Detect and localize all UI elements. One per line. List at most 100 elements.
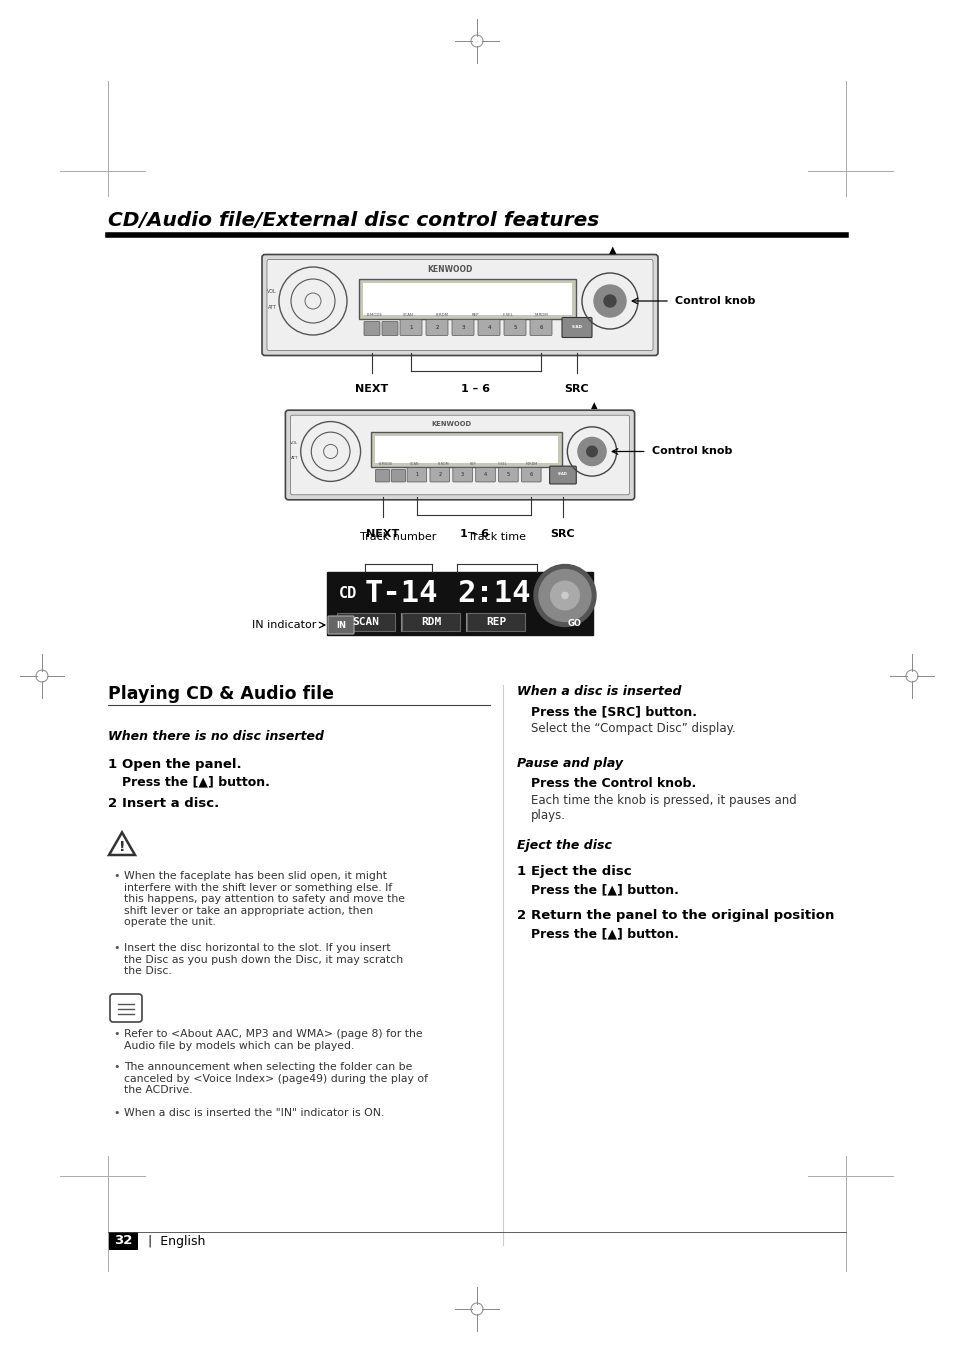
Text: SCAN: SCAN	[402, 313, 414, 317]
FancyBboxPatch shape	[358, 280, 576, 319]
Text: REP: REP	[485, 617, 506, 627]
Text: Playing CD & Audio file: Playing CD & Audio file	[108, 685, 334, 703]
Text: ▲: ▲	[609, 245, 616, 254]
Circle shape	[578, 438, 605, 466]
FancyBboxPatch shape	[453, 467, 472, 482]
FancyBboxPatch shape	[530, 319, 552, 335]
Text: VOL: VOL	[267, 289, 276, 295]
FancyBboxPatch shape	[375, 469, 390, 482]
FancyBboxPatch shape	[290, 415, 629, 494]
FancyBboxPatch shape	[267, 259, 652, 350]
Text: Pause and play: Pause and play	[517, 757, 622, 770]
Text: The announcement when selecting the folder can be
canceled by <Voice Index> (pag: The announcement when selecting the fold…	[124, 1062, 428, 1096]
Text: 6: 6	[529, 473, 533, 477]
Text: 3: 3	[460, 326, 464, 330]
Text: Eject the disc: Eject the disc	[517, 839, 611, 852]
Text: Control knob: Control knob	[675, 296, 755, 305]
FancyBboxPatch shape	[285, 411, 634, 500]
Text: 32: 32	[113, 1235, 132, 1247]
Text: Refer to <About AAC, MP3 and WMA> (page 8) for the
Audio file by models which ca: Refer to <About AAC, MP3 and WMA> (page …	[124, 1029, 422, 1051]
FancyBboxPatch shape	[375, 436, 558, 463]
Text: When a disc is inserted the "IN" indicator is ON.: When a disc is inserted the "IN" indicat…	[124, 1108, 384, 1119]
FancyBboxPatch shape	[108, 1232, 138, 1250]
Text: 5: 5	[506, 473, 510, 477]
Circle shape	[550, 581, 578, 609]
FancyBboxPatch shape	[371, 432, 561, 467]
Text: 2: 2	[437, 473, 441, 477]
Text: RDM: RDM	[420, 617, 440, 627]
Text: VOL: VOL	[290, 442, 298, 446]
Text: When the faceplate has been slid open, it might
interfere with the shift lever o: When the faceplate has been slid open, i…	[124, 871, 405, 927]
Text: CD/Audio file/External disc control features: CD/Audio file/External disc control feat…	[108, 211, 598, 230]
Text: Track number: Track number	[360, 532, 436, 542]
Text: 1 – 6: 1 – 6	[461, 385, 490, 394]
FancyBboxPatch shape	[336, 613, 395, 631]
Text: CD: CD	[338, 586, 356, 601]
Text: Track time: Track time	[468, 532, 525, 542]
Text: B-MODE: B-MODE	[367, 313, 382, 317]
Text: 1 – 6: 1 – 6	[459, 528, 488, 539]
Text: 3: 3	[460, 473, 464, 477]
Text: S/AD: S/AD	[558, 471, 567, 476]
Text: 1: 1	[517, 865, 525, 878]
Text: Press the [▲] button.: Press the [▲] button.	[122, 775, 270, 788]
Text: KENWOOD: KENWOOD	[427, 265, 472, 274]
Text: B-RDM: B-RDM	[435, 313, 448, 317]
Text: Return the panel to the original position: Return the panel to the original positio…	[531, 909, 834, 921]
Text: ▲: ▲	[591, 401, 598, 411]
Text: SRC: SRC	[564, 385, 589, 394]
Text: 1: 1	[415, 473, 418, 477]
Text: ATT: ATT	[291, 455, 298, 459]
Text: •: •	[112, 871, 119, 881]
Text: REP: REP	[470, 462, 476, 466]
Text: 5: 5	[513, 326, 517, 330]
Text: 4: 4	[487, 326, 490, 330]
FancyBboxPatch shape	[399, 319, 421, 335]
Text: Select the “Compact Disc” display.: Select the “Compact Disc” display.	[531, 721, 735, 735]
Text: 1: 1	[108, 758, 117, 771]
Text: 2: 2	[108, 797, 117, 811]
Text: Press the [▲] button.: Press the [▲] button.	[531, 927, 679, 940]
Text: KENWOOD: KENWOOD	[431, 420, 471, 427]
Text: When a disc is inserted: When a disc is inserted	[517, 685, 680, 698]
FancyBboxPatch shape	[467, 613, 524, 631]
Text: Press the [SRC] button.: Press the [SRC] button.	[531, 705, 697, 717]
Text: NEXT: NEXT	[366, 528, 398, 539]
Text: Open the panel.: Open the panel.	[122, 758, 241, 771]
Text: SCAN: SCAN	[352, 617, 379, 627]
Text: F-SEL: F-SEL	[502, 313, 513, 317]
FancyBboxPatch shape	[503, 319, 525, 335]
Text: ATT: ATT	[268, 305, 276, 309]
Text: 1: 1	[409, 326, 413, 330]
Text: 2:14: 2:14	[456, 580, 530, 608]
FancyBboxPatch shape	[521, 467, 540, 482]
FancyBboxPatch shape	[262, 254, 658, 355]
FancyBboxPatch shape	[476, 467, 495, 482]
Text: When there is no disc inserted: When there is no disc inserted	[108, 730, 324, 743]
FancyBboxPatch shape	[391, 469, 405, 482]
Circle shape	[594, 285, 625, 317]
FancyBboxPatch shape	[426, 319, 448, 335]
Text: •: •	[112, 1029, 119, 1039]
Circle shape	[538, 570, 590, 621]
Text: SRC: SRC	[550, 528, 575, 539]
FancyBboxPatch shape	[477, 319, 499, 335]
FancyBboxPatch shape	[381, 322, 397, 335]
Circle shape	[586, 446, 597, 457]
Text: Eject the disc: Eject the disc	[531, 865, 631, 878]
Text: SCAN: SCAN	[410, 462, 419, 466]
FancyBboxPatch shape	[452, 319, 474, 335]
Text: Insert a disc.: Insert a disc.	[122, 797, 219, 811]
FancyBboxPatch shape	[549, 466, 576, 484]
Text: S/AD: S/AD	[571, 326, 582, 330]
FancyBboxPatch shape	[430, 467, 449, 482]
Text: 2: 2	[435, 326, 438, 330]
Circle shape	[603, 295, 616, 307]
Text: Each time the knob is pressed, it pauses and
plays.: Each time the knob is pressed, it pauses…	[531, 794, 796, 821]
Text: Press the [▲] button.: Press the [▲] button.	[531, 884, 679, 896]
FancyBboxPatch shape	[328, 616, 354, 634]
Text: F-SEL: F-SEL	[497, 462, 507, 466]
FancyBboxPatch shape	[407, 467, 426, 482]
Text: 2: 2	[517, 909, 525, 921]
Text: •: •	[112, 943, 119, 952]
